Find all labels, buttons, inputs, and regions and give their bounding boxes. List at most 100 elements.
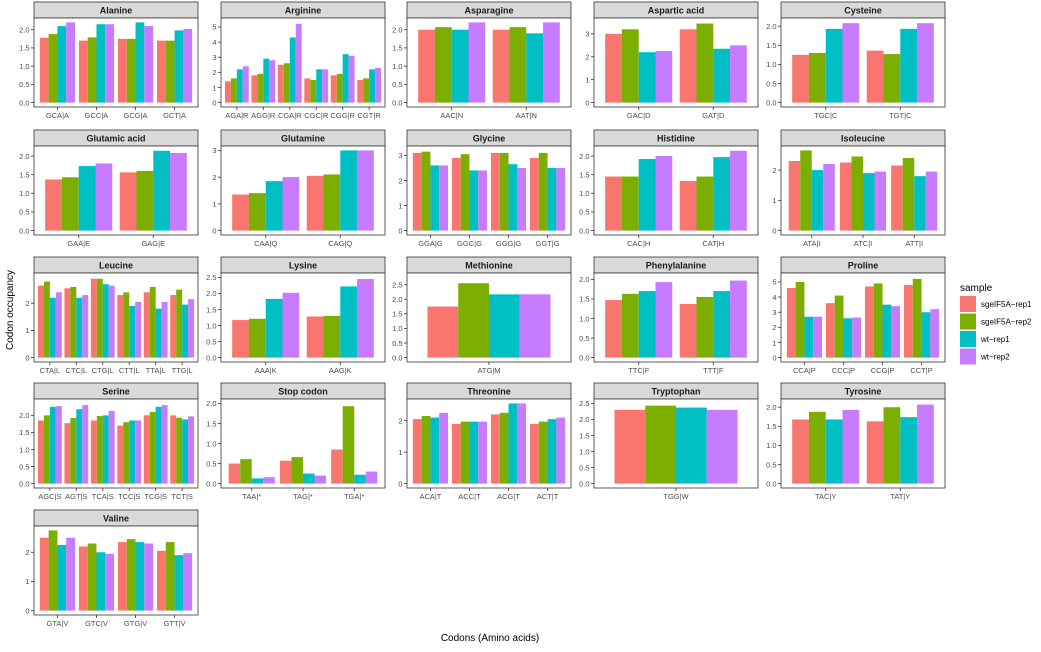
bar-gat-d-s1 xyxy=(679,29,697,103)
y-tick-label: 0.0 xyxy=(206,353,216,362)
bar-ccc-p-s1 xyxy=(825,303,835,358)
facet-title: Histidine xyxy=(657,134,695,144)
y-tick-label: 1.5 xyxy=(206,419,216,428)
bar-cca-p-s2 xyxy=(795,281,805,358)
bar-gaa-e-s4 xyxy=(95,163,113,231)
bar-aga-r-s1 xyxy=(224,81,231,103)
bar-gcg-a-s4 xyxy=(144,26,154,103)
x-tick-label: CAC|H xyxy=(627,239,650,248)
bar-acg-t-s1 xyxy=(490,414,500,484)
bar-tac-y-s3 xyxy=(825,419,843,484)
y-tick-label: 3 xyxy=(212,53,216,62)
bar-cta-l-s2 xyxy=(43,281,50,358)
bar-gta-v-s2 xyxy=(48,530,58,611)
bar-cgg-r-s3 xyxy=(342,54,349,103)
x-tick-label: GAT|D xyxy=(702,111,725,120)
x-tick-label: CTA|L xyxy=(40,366,61,375)
legend-label: sgeIF5A−rep2 xyxy=(981,318,1032,327)
facet-title: Leucine xyxy=(99,261,133,271)
bar-tgc-c-s3 xyxy=(825,28,843,103)
bar-ttc-f-s4 xyxy=(655,282,673,358)
bar-att-i-s2 xyxy=(902,157,915,231)
bar-ggt-g-s4 xyxy=(556,167,566,231)
y-tick-label: 0 xyxy=(25,606,29,615)
bar-gac-d-s4 xyxy=(655,51,673,103)
y-tick-label: 2.0 xyxy=(206,399,216,408)
bar-tca-s-s2 xyxy=(96,416,103,484)
facet-proline: Proline 0 1 2 3 4 5 CCA|P CCC|P CCG|P CCT|P xyxy=(772,256,946,375)
y-tick-label: 0.5 xyxy=(19,462,29,471)
bar-tta-l-s4 xyxy=(161,301,168,358)
bar-att-i-s4 xyxy=(925,171,938,231)
y-tick-label: 1.5 xyxy=(19,44,29,53)
bar-gta-v-s1 xyxy=(39,537,49,611)
y-tick-label: 0.5 xyxy=(392,339,402,348)
legend-swatch xyxy=(960,348,976,365)
bar-gcc-a-s1 xyxy=(78,40,88,103)
y-tick-label: 1.5 xyxy=(766,41,776,50)
bar-cag-q-s3 xyxy=(340,150,358,231)
legend-title: sample xyxy=(960,283,993,294)
bar-ccc-p-s2 xyxy=(834,295,844,358)
bar-gtg-v-s1 xyxy=(117,542,127,611)
bar-ttg-l-s2 xyxy=(176,289,183,358)
y-tick-label: 0.0 xyxy=(19,226,29,235)
y-tick-label: 1.0 xyxy=(579,447,589,456)
x-tick-label: GCC|A xyxy=(85,111,109,120)
bar-gtt-v-s3 xyxy=(174,555,184,611)
x-tick-label: TAT|Y xyxy=(890,492,910,501)
bar-aac-n-s2 xyxy=(434,27,452,103)
facet-title: Proline xyxy=(848,261,879,271)
bar-cgt-r-s1 xyxy=(357,79,364,103)
bar-ttc-f-s1 xyxy=(605,300,622,358)
y-axis-title: Codon occupancy xyxy=(5,270,16,350)
bar-gat-d-s3 xyxy=(713,48,731,103)
bar-gtc-v-s1 xyxy=(78,546,88,611)
bar-acg-t-s3 xyxy=(508,403,518,484)
bar-ggg-g-s2 xyxy=(499,152,509,231)
y-tick-label: 0 xyxy=(212,226,216,235)
facet-title: Glutamine xyxy=(281,134,325,144)
x-tick-label: TGG|W xyxy=(663,492,689,501)
y-tick-label: 0 xyxy=(398,226,402,235)
bar-cga-r-s2 xyxy=(283,63,290,103)
facet-title: Tyrosine xyxy=(845,387,882,397)
bar-agc-s-s2 xyxy=(43,415,50,484)
x-tick-label: ATC|I xyxy=(854,239,872,248)
bar-tcc-s-s4 xyxy=(135,420,142,484)
facet-title: Glutamic acid xyxy=(86,134,145,144)
bar-gcg-a-s1 xyxy=(117,38,127,103)
y-tick-label: 1.0 xyxy=(392,62,402,71)
bar-aag-k-s1 xyxy=(306,316,324,358)
bar-cct-p-s4 xyxy=(930,309,940,358)
y-tick-label: 0.5 xyxy=(392,80,402,89)
y-tick-label: 0.5 xyxy=(766,79,776,88)
bar-cga-r-s4 xyxy=(295,23,302,103)
bar-ggc-g-s3 xyxy=(469,170,479,231)
bar-tgt-c-s2 xyxy=(883,54,901,103)
y-tick-label: 2.0 xyxy=(579,152,589,161)
bar-aag-k-s4 xyxy=(357,279,374,358)
bar-gag-e-s4 xyxy=(170,153,187,231)
bar-gtc-v-s2 xyxy=(87,543,97,611)
bar-ggg-g-s3 xyxy=(508,164,518,231)
y-tick-label: 1.5 xyxy=(206,305,216,314)
bar-gta-v-s3 xyxy=(57,544,67,611)
x-tick-label: GGT|G xyxy=(536,239,560,248)
x-tick-label: CCT|P xyxy=(910,366,932,375)
x-tick-label: AAG|K xyxy=(329,366,352,375)
x-tick-label: GTG|V xyxy=(124,619,147,628)
bar-ttc-f-s2 xyxy=(621,293,639,358)
bar-cgt-r-s2 xyxy=(363,78,370,103)
facet-stop-codon: Stop codon 0.0 0.5 1.0 1.5 2.0 TAA|* TAG|* TGA|* xyxy=(206,382,386,501)
y-tick-label: 1 xyxy=(772,338,776,347)
bar-act-t-s4 xyxy=(556,417,566,484)
bar-agc-s-s1 xyxy=(37,420,44,484)
bar-gtt-v-s4 xyxy=(183,553,193,611)
bar-gtg-v-s3 xyxy=(135,542,145,611)
bar-cca-p-s4 xyxy=(813,316,822,358)
bar-gct-a-s4 xyxy=(183,28,193,103)
bar-taa---s1 xyxy=(228,463,241,484)
bar-acc-t-s1 xyxy=(451,423,461,484)
bar-caa-q-s4 xyxy=(282,177,300,231)
